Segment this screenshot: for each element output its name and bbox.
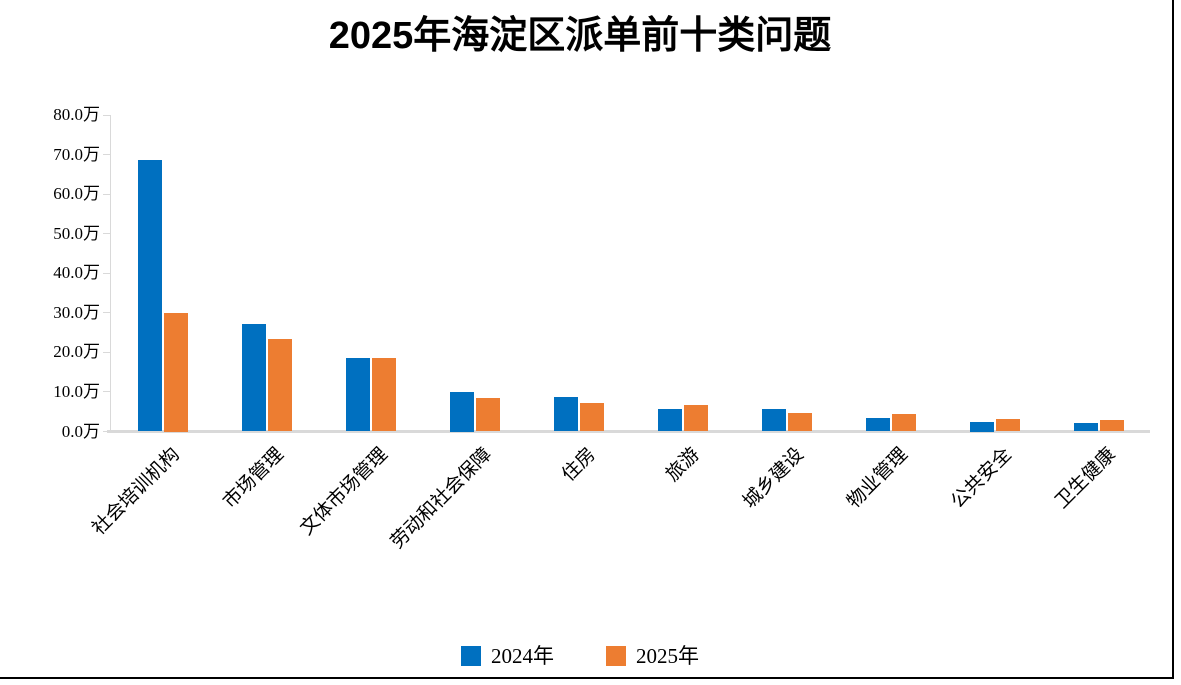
y-axis-tick bbox=[103, 391, 110, 393]
bar-2024年-文体市场管理 bbox=[346, 358, 370, 432]
legend-swatch-2025 bbox=[606, 646, 626, 666]
y-axis-tick bbox=[103, 431, 110, 432]
bar-2024年-城乡建设 bbox=[762, 409, 786, 432]
y-axis-tick bbox=[103, 193, 110, 195]
category-label: 市场管理 bbox=[219, 444, 288, 513]
bar-2024年-住房 bbox=[554, 397, 578, 432]
y-axis-tick bbox=[103, 233, 110, 235]
window-edge-bottom bbox=[0, 677, 1174, 679]
bar-2025年-旅游 bbox=[684, 404, 708, 432]
legend-swatch-2024 bbox=[461, 646, 481, 666]
bar-2024年-公共安全 bbox=[970, 421, 994, 432]
bar-2025年-劳动和社会保障 bbox=[476, 398, 500, 432]
bar-2024年-社会培训机构 bbox=[138, 159, 162, 432]
y-axis-tick-label: 60.0万 bbox=[53, 184, 100, 204]
legend-item-2025年: 2025年 bbox=[606, 643, 699, 669]
x-axis-line bbox=[107, 430, 1150, 433]
category-label: 文体市场管理 bbox=[296, 444, 392, 540]
y-axis-tick-label: 40.0万 bbox=[53, 263, 100, 283]
category-label: 旅游 bbox=[662, 444, 704, 486]
bar-2024年-卫生健康 bbox=[1074, 422, 1098, 432]
category-label: 卫生健康 bbox=[1051, 444, 1120, 513]
y-axis-tick bbox=[103, 351, 110, 353]
y-axis-tick bbox=[103, 114, 110, 116]
y-axis-tick-label: 80.0万 bbox=[53, 105, 100, 124]
bar-2024年-市场管理 bbox=[242, 323, 266, 432]
y-axis-tick-label: 50.0万 bbox=[53, 223, 100, 243]
category-label: 社会培训机构 bbox=[88, 444, 184, 540]
bar-2024年-劳动和社会保障 bbox=[450, 391, 474, 432]
y-axis-tick-label: 70.0万 bbox=[53, 144, 100, 164]
bar-2024年-物业管理 bbox=[866, 417, 890, 432]
y-axis-tick-label: 20.0万 bbox=[53, 342, 100, 362]
category-label: 城乡建设 bbox=[739, 444, 808, 513]
window-edge-right bbox=[1172, 0, 1174, 679]
bar-2025年-住房 bbox=[580, 402, 604, 432]
bar-2025年-公共安全 bbox=[996, 419, 1020, 432]
chart-title: 2025年海淀区派单前十类问题 bbox=[328, 15, 832, 57]
bar-2024年-旅游 bbox=[658, 409, 682, 432]
y-axis-tick bbox=[103, 272, 110, 274]
legend-label-2024: 2024年 bbox=[491, 644, 554, 668]
category-label: 公共安全 bbox=[947, 444, 1016, 513]
bar-2025年-城乡建设 bbox=[788, 413, 812, 432]
bar-2025年-社会培训机构 bbox=[164, 312, 188, 432]
y-axis-line bbox=[110, 115, 111, 432]
y-axis-tick-label: 0.0万 bbox=[61, 421, 100, 441]
category-label: 劳动和社会保障 bbox=[386, 444, 496, 553]
y-axis-tick-label: 10.0万 bbox=[53, 381, 100, 401]
y-axis-tick bbox=[103, 154, 110, 156]
legend: 2024年 2025年 bbox=[0, 643, 1160, 669]
bar-2025年-卫生健康 bbox=[1100, 419, 1124, 432]
y-axis-tick bbox=[103, 312, 110, 314]
y-axis-tick-label: 30.0万 bbox=[53, 302, 100, 322]
legend-label-2025: 2025年 bbox=[636, 644, 699, 668]
bar-2025年-市场管理 bbox=[268, 338, 292, 432]
legend-item-2024年: 2024年 bbox=[461, 643, 554, 669]
bar-2025年-物业管理 bbox=[892, 413, 916, 432]
bar-2025年-文体市场管理 bbox=[372, 358, 396, 432]
category-label: 物业管理 bbox=[843, 444, 912, 513]
category-label: 住房 bbox=[558, 444, 600, 486]
